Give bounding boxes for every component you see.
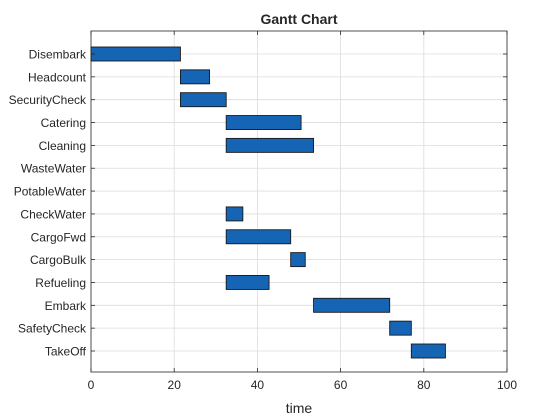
task-bars <box>90 46 446 359</box>
task-bar-embark <box>313 297 391 313</box>
task-bar-cargofwd <box>225 229 292 245</box>
x-tick-label: 40 <box>251 378 265 392</box>
y-tick-label: CheckWater <box>20 207 86 221</box>
y-tick-label: SecurityCheck <box>9 93 87 107</box>
x-tick-label: 100 <box>497 378 517 392</box>
task-bar-safetycheck <box>389 320 412 336</box>
task-bar-cleaning <box>225 137 315 153</box>
y-tick-label: Disembark <box>29 48 87 62</box>
task-bar-headcount <box>179 69 211 85</box>
y-tick-label: Headcount <box>28 70 87 84</box>
y-tick-label: CargoFwd <box>31 230 86 244</box>
task-bar-securitycheck <box>179 92 227 108</box>
y-tick-label: WasteWater <box>21 162 86 176</box>
plot-area <box>91 31 507 372</box>
x-tick-label: 0 <box>88 378 95 392</box>
y-tick-label: Catering <box>41 116 86 130</box>
y-tick-label: Cleaning <box>39 139 86 153</box>
y-tick-labels: Disembark Headcount SecurityCheck Catering C… <box>9 48 507 359</box>
task-bar-takeoff <box>410 343 446 359</box>
x-tick-label: 60 <box>334 378 348 392</box>
x-tick-label: 20 <box>168 378 182 392</box>
plot-frame <box>90 30 508 373</box>
y-tick-label: PotableWater <box>14 185 86 199</box>
y-tick-label: CargoBulk <box>30 253 87 267</box>
task-bar-disembark <box>90 46 181 62</box>
y-tick-label: Refueling <box>35 276 86 290</box>
task-bar-checkwater <box>225 206 244 222</box>
y-tick-label: Embark <box>45 299 87 313</box>
x-tick-labels: 0 20 40 60 80 100 <box>88 31 517 392</box>
x-axis-label: time <box>286 400 313 416</box>
y-tick-label: SafetyCheck <box>18 322 87 336</box>
task-bar-cargobulk <box>290 252 306 268</box>
task-bar-refueling <box>225 275 270 290</box>
y-tick-label: TakeOff <box>45 345 87 359</box>
x-tick-label: 80 <box>417 378 431 392</box>
task-bar-catering <box>225 115 302 130</box>
chart-title: Gantt Chart <box>261 11 338 27</box>
